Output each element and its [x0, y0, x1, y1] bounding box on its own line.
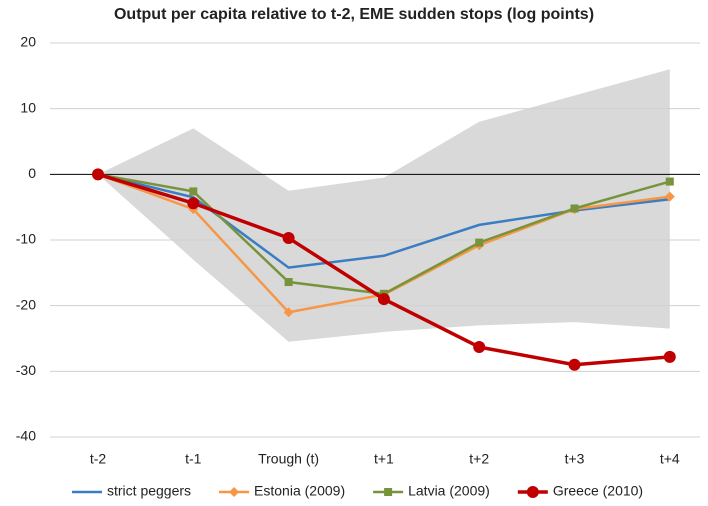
legend-label: strict peggers [107, 483, 191, 499]
point [570, 204, 579, 213]
y-tick-label: -20 [16, 296, 36, 312]
x-tick-label: t+2 [469, 451, 489, 467]
point [187, 197, 200, 210]
x-tick-label: t+3 [565, 451, 585, 467]
point [664, 191, 675, 202]
point [283, 307, 294, 318]
chart-title: Output per capita relative to t-2, EME s… [114, 6, 594, 23]
range-band [98, 69, 670, 342]
x-tick-label: Trough (t) [258, 451, 319, 467]
y-tick-label: -10 [16, 231, 36, 247]
legend-label: Estonia (2009) [254, 483, 345, 499]
legend-label: Greece (2010) [553, 483, 643, 499]
legend-marker [229, 487, 240, 497]
point [284, 278, 293, 287]
point [475, 238, 484, 247]
y-tick-label: -30 [16, 362, 36, 378]
point [92, 168, 104, 181]
point [282, 232, 295, 245]
y-tick-label: 0 [28, 165, 36, 181]
point [568, 358, 581, 371]
point [473, 341, 486, 354]
legend-marker [384, 488, 393, 496]
point [377, 293, 390, 306]
x-tick-label: t+4 [660, 451, 680, 467]
legend-label: Latvia (2009) [408, 483, 490, 499]
x-tick-label: t-2 [90, 451, 107, 467]
y-tick-label: -40 [16, 428, 36, 444]
legend-marker [526, 486, 539, 498]
y-tick-label: 20 [20, 34, 36, 50]
point [665, 177, 674, 186]
y-tick-label: 10 [20, 99, 36, 115]
x-tick-label: t+1 [374, 451, 394, 467]
point [189, 187, 198, 196]
point [663, 350, 676, 363]
x-tick-label: t-1 [185, 451, 202, 467]
